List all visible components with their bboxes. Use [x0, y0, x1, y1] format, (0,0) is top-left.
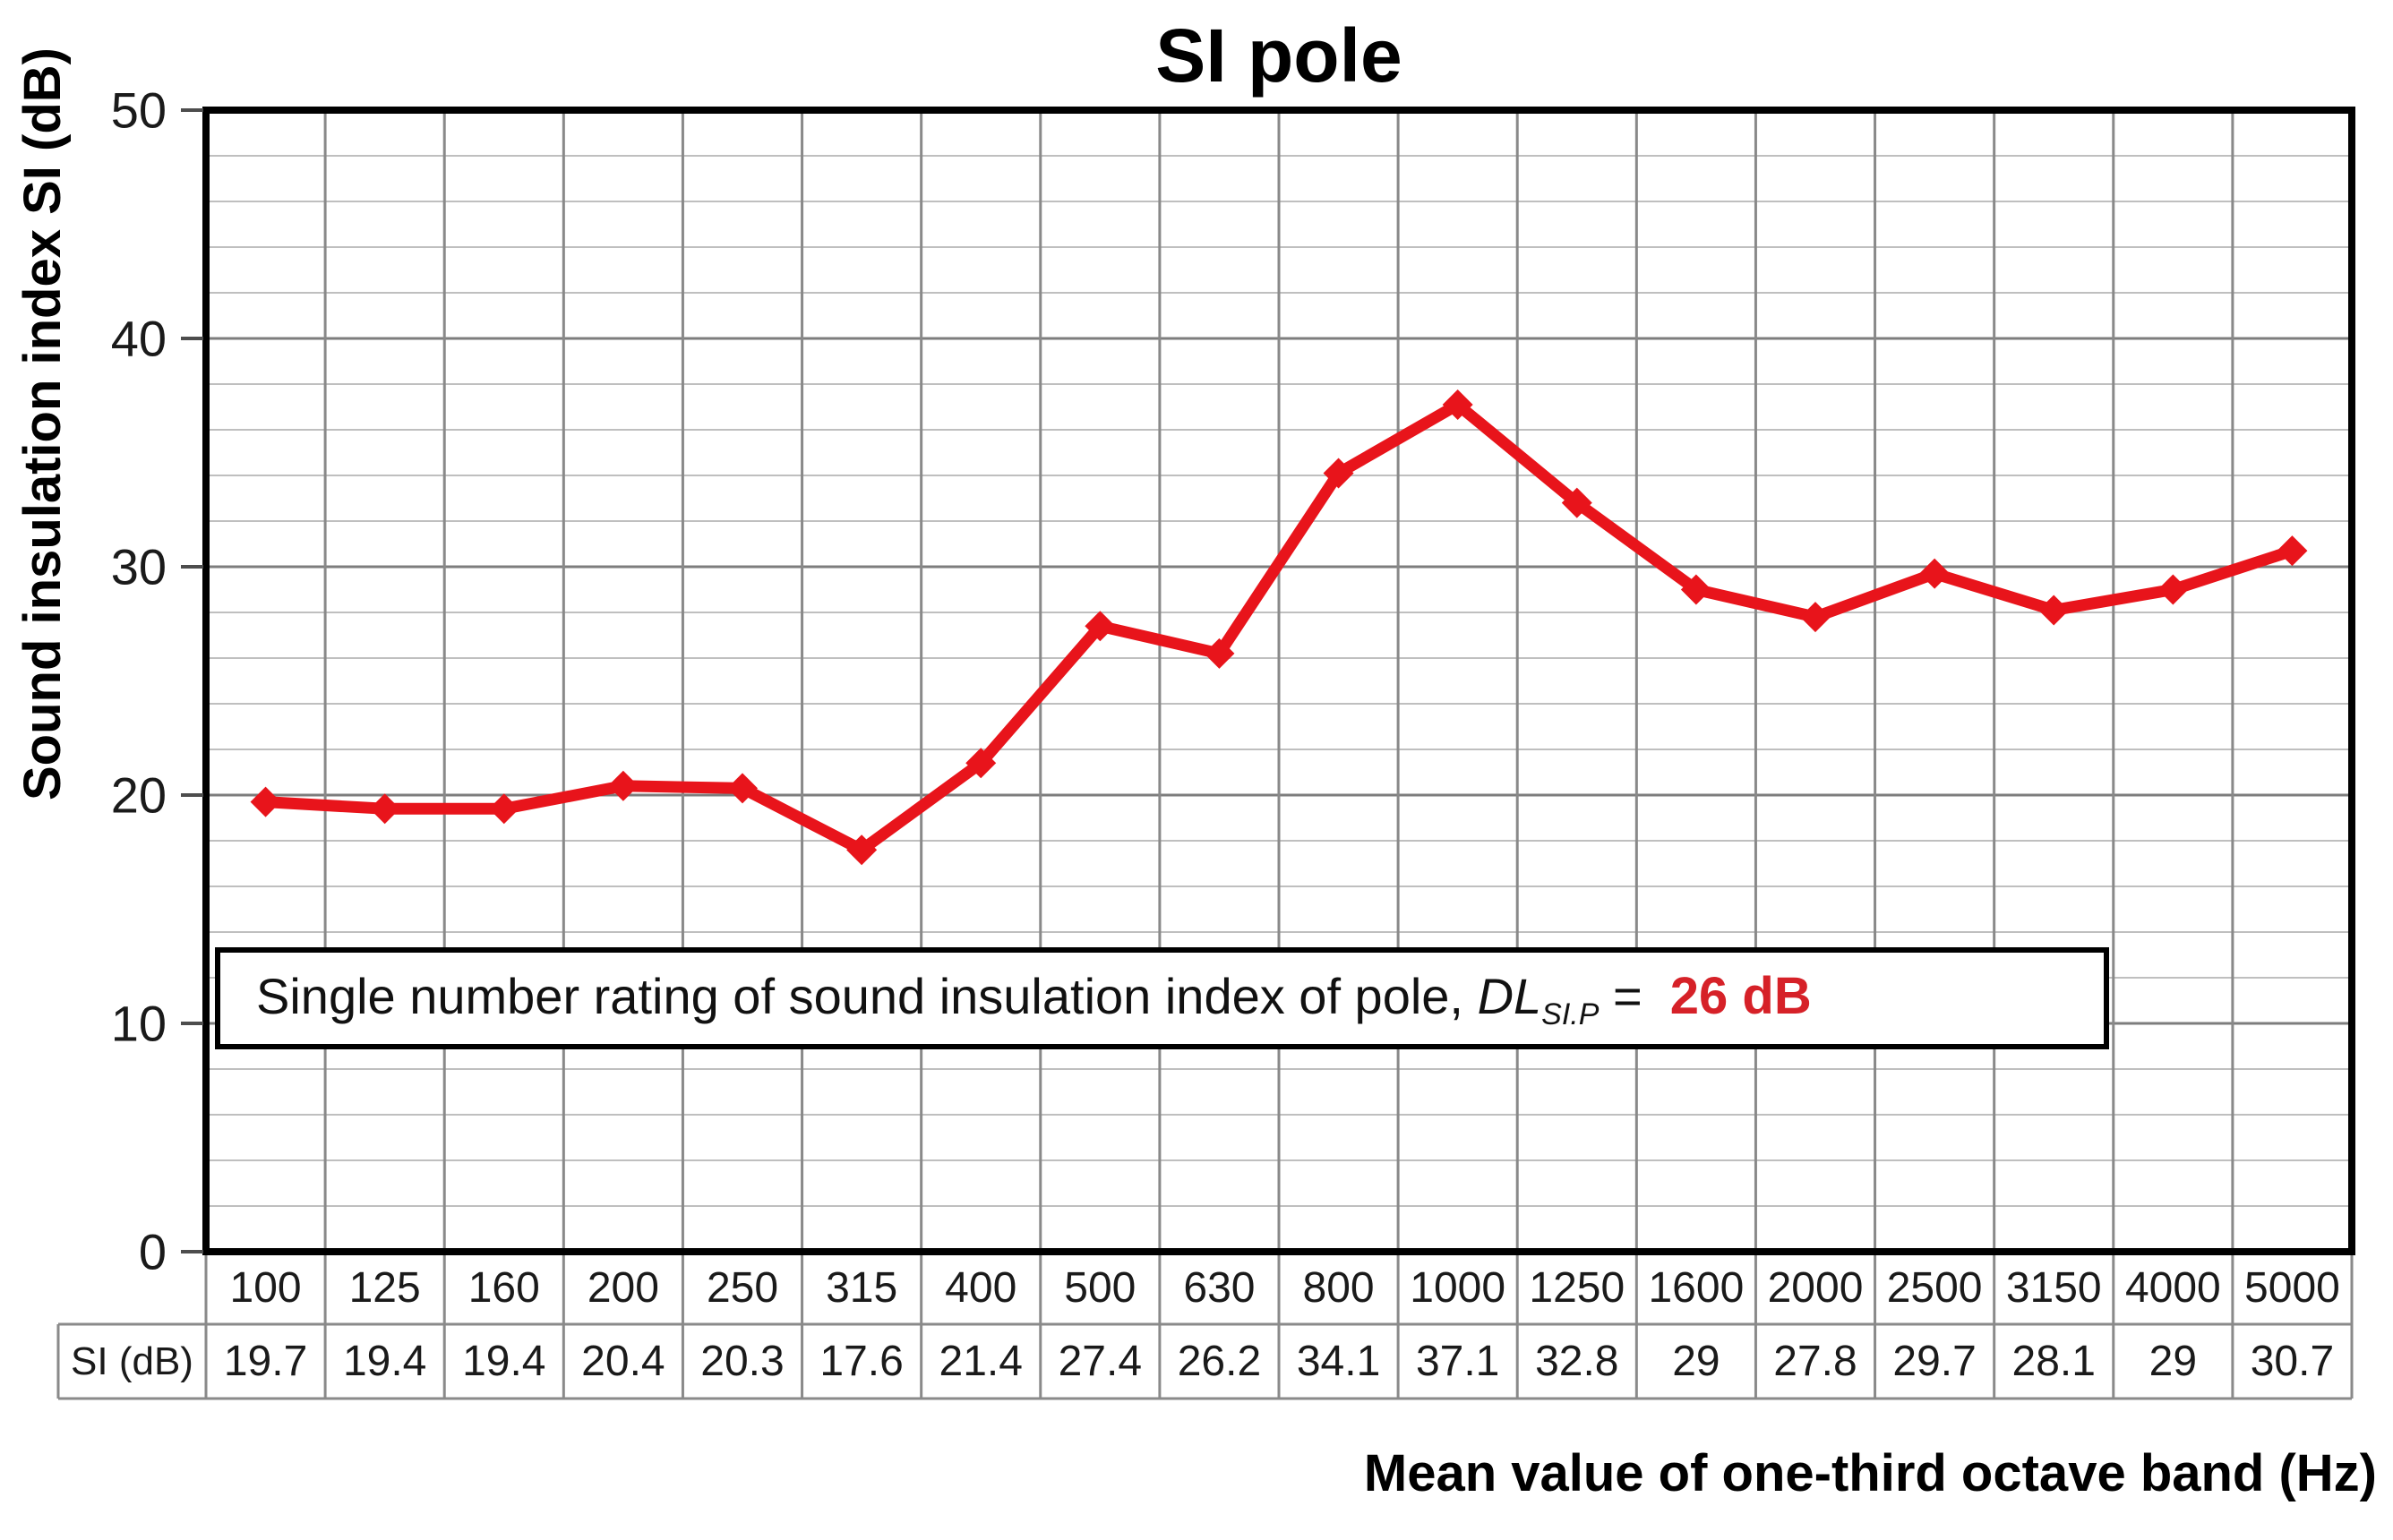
series-marker — [1919, 558, 1951, 589]
x-category-label: 200 — [588, 1264, 659, 1312]
x-category-label: 400 — [945, 1264, 1016, 1312]
series-marker — [1085, 611, 1116, 642]
series-marker — [1204, 637, 1235, 669]
series-marker — [1442, 389, 1473, 420]
series-marker — [369, 793, 400, 825]
table-value: 17.6 — [819, 1338, 903, 1385]
table-value: 29 — [2149, 1338, 2197, 1385]
x-category-label: 3150 — [2006, 1264, 2102, 1312]
table-value: 30.7 — [2251, 1338, 2334, 1385]
table-value: 19.4 — [343, 1338, 426, 1385]
series-marker — [1680, 574, 1711, 605]
table-value: 19.4 — [462, 1338, 545, 1385]
table-value: 21.4 — [939, 1338, 1023, 1385]
table-row-header: SI (dB) — [71, 1339, 193, 1383]
x-category-label: 630 — [1183, 1264, 1255, 1312]
annotation-equals: = — [1599, 968, 1670, 1024]
series-marker — [1561, 487, 1592, 518]
table-value: 20.4 — [581, 1338, 665, 1385]
x-category-label: 100 — [230, 1264, 302, 1312]
series-marker — [846, 834, 878, 866]
plot-border — [202, 107, 2355, 1255]
table-value: 26.2 — [1178, 1338, 1261, 1385]
x-category-label: 250 — [707, 1264, 778, 1312]
table-value: 27.8 — [1773, 1338, 1857, 1385]
series-marker — [965, 748, 997, 779]
table-value: 32.8 — [1535, 1338, 1618, 1385]
series-marker — [1800, 602, 1831, 633]
y-tick-label: 0 — [139, 1224, 167, 1280]
series-marker — [250, 786, 281, 817]
table-value: 27.4 — [1059, 1338, 1142, 1385]
table-value: 20.3 — [700, 1338, 784, 1385]
x-category-label: 5000 — [2244, 1264, 2340, 1312]
series-marker — [2277, 535, 2308, 567]
y-tick-label: 30 — [111, 539, 167, 595]
table-value: 28.1 — [2012, 1338, 2096, 1385]
annotation-text: Single number rating of sound insulation… — [256, 968, 1478, 1024]
series-marker — [488, 793, 519, 825]
series-marker — [2038, 595, 2070, 626]
table-value: 34.1 — [1297, 1338, 1380, 1385]
y-tick-label: 50 — [111, 82, 167, 139]
x-axis-title: Mean value of one-third octave band (Hz) — [1363, 1444, 2377, 1502]
series-line — [265, 398, 2294, 857]
series-marker — [2157, 574, 2189, 605]
y-tick-label: 40 — [111, 311, 167, 367]
x-category-label: 1000 — [1410, 1264, 1505, 1312]
x-category-label: 1250 — [1529, 1264, 1625, 1312]
table-value: 29.7 — [1892, 1338, 1976, 1385]
y-tick-label: 20 — [111, 767, 167, 824]
table-value: 19.7 — [224, 1338, 307, 1385]
x-category-label: 125 — [349, 1264, 421, 1312]
x-category-label: 315 — [826, 1264, 897, 1312]
annotation-subscript: SI.P — [1541, 997, 1600, 1032]
x-category-label: 2000 — [1768, 1264, 1864, 1312]
x-category-label: 1600 — [1648, 1264, 1744, 1312]
chart-title: SI pole — [1155, 13, 1402, 98]
y-tick-label: 10 — [111, 996, 167, 1052]
annotation-symbol: DL — [1477, 968, 1542, 1024]
x-category-label: 500 — [1064, 1264, 1136, 1312]
annotation-box: Single number rating of sound insulation… — [215, 947, 2109, 1049]
series-marker — [727, 773, 758, 804]
x-category-label: 4000 — [2125, 1264, 2221, 1312]
x-category-label: 160 — [468, 1264, 540, 1312]
series-marker — [1323, 458, 1354, 489]
x-category-label: 2500 — [1887, 1264, 1983, 1312]
table-value: 37.1 — [1416, 1338, 1499, 1385]
annotation-value: 26 dB — [1669, 967, 1812, 1025]
table-value: 29 — [1672, 1338, 1720, 1385]
series-marker — [607, 770, 639, 801]
x-category-label: 800 — [1303, 1264, 1375, 1312]
